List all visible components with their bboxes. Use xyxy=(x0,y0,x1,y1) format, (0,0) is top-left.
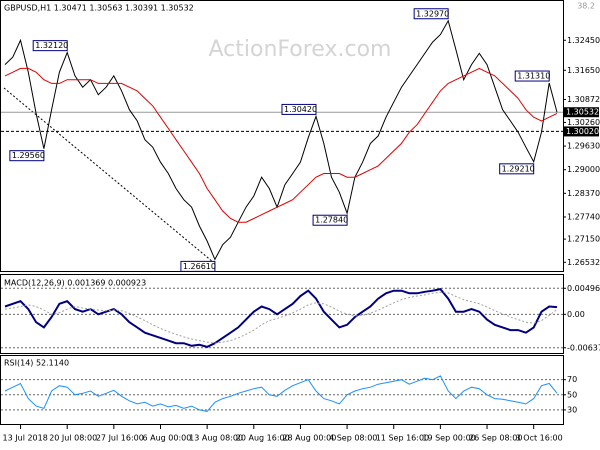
y-tick-label: 30 xyxy=(567,405,577,414)
price-box xyxy=(563,107,599,118)
annotation-box xyxy=(32,40,68,52)
y-tick-label: 1.26532 xyxy=(567,258,600,267)
annotation-label: 1.29210 xyxy=(502,164,535,173)
x-tick-label: 20 Aug 16:00 xyxy=(236,434,290,443)
x-tick-label: 20 Jul 08:00 xyxy=(49,434,97,443)
series-line xyxy=(4,291,558,344)
x-tick-label: 4 Sep 08:00 xyxy=(329,434,377,443)
macd-title: MACD(12,26,9) 0.001369 0.000923 xyxy=(4,279,146,288)
y-tick-label: 0.004968 xyxy=(567,284,600,293)
annotation-box xyxy=(180,260,216,272)
y-tick-label: 1.28370 xyxy=(567,189,600,198)
annotation-label: 1.31310 xyxy=(517,72,550,81)
series-line xyxy=(4,67,558,223)
corner-label: 38.2 xyxy=(577,2,595,11)
y-tick-label: 1.27150 xyxy=(567,235,600,244)
y-tick-label: 1.27740 xyxy=(567,212,600,221)
x-tick-label: 6 Aug 00:00 xyxy=(142,434,191,443)
x-tick-label: 27 Jul 16:00 xyxy=(96,434,144,443)
x-tick-label: 19 Sep 00:00 xyxy=(422,434,475,443)
chart-title: GBPUSD,H1 1.30471 1.30563 1.30391 1.3053… xyxy=(4,4,194,13)
watermark: ActionForex.com xyxy=(209,37,392,62)
y-tick-label: 1.31650 xyxy=(567,66,600,75)
annotation-label: 1.26610 xyxy=(183,262,216,271)
rsi-title: RSI(14) 52.1140 xyxy=(4,359,69,368)
annotation-label: 1.32970 xyxy=(416,9,449,18)
annotation-box xyxy=(9,150,45,162)
series-line xyxy=(4,287,558,348)
y-tick-label: 0.00 xyxy=(567,310,585,319)
x-tick-label: 3 Oct 16:00 xyxy=(516,434,563,443)
annotation-box xyxy=(514,70,550,82)
x-tick-label: 26 Sep 08:00 xyxy=(469,434,522,443)
y-tick-label: 1.29630 xyxy=(567,142,600,151)
annotation-box xyxy=(499,163,535,175)
annotation-label: 1.32120 xyxy=(35,41,68,50)
annotation-box xyxy=(281,103,317,115)
y-tick-label: 70 xyxy=(567,375,577,384)
y-tick-label: -0.006372 xyxy=(567,343,600,352)
y-tick-label: 1.32450 xyxy=(567,36,600,45)
series-line xyxy=(4,19,558,261)
y-tick-label: 1.30872 xyxy=(567,95,600,104)
annotation-box xyxy=(413,8,449,20)
series-line xyxy=(4,375,558,412)
price-label: 1.30020 xyxy=(566,127,599,136)
x-tick-label: 13 Aug 08:00 xyxy=(189,434,243,443)
x-tick-label: 13 Jul 2018 xyxy=(3,434,48,443)
x-tick-label: 11 Sep 16:00 xyxy=(376,434,429,443)
annotation-box xyxy=(312,214,348,226)
annotation-label: 1.29560 xyxy=(12,151,45,160)
price-label: 1.30532 xyxy=(566,108,599,117)
y-tick-label: 50 xyxy=(567,390,577,399)
x-tick-label: 28 Aug 00:00 xyxy=(282,434,336,443)
price-box xyxy=(563,126,599,137)
trend-line xyxy=(3,87,214,263)
annotation-label: 1.27840 xyxy=(315,216,348,225)
rsi-panel-frame xyxy=(0,355,564,425)
y-tick-label: 1.30260 xyxy=(567,118,600,127)
annotation-label: 1.30420 xyxy=(284,105,317,114)
y-tick-label: 1.29000 xyxy=(567,165,600,174)
